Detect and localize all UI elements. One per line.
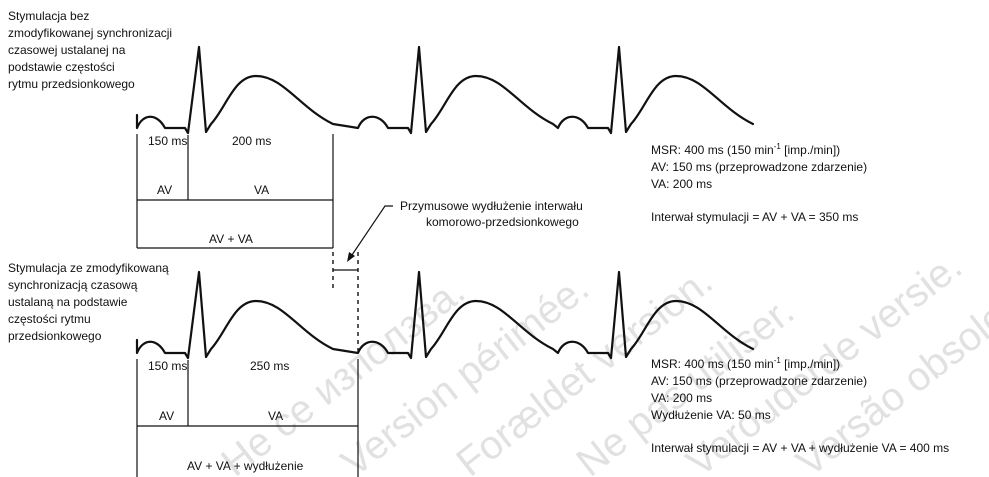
caption-line: rytmu przedsionkowego bbox=[8, 77, 135, 91]
va-line: VA: 200 ms bbox=[651, 391, 712, 405]
bottom-ecg-waveform bbox=[135, 270, 755, 360]
bottom-caption: Stymulacja ze zmodyfikowaną synchronizac… bbox=[8, 261, 169, 343]
av-line: AV: 150 ms (przeprowadzone zdarzenie) bbox=[651, 160, 867, 174]
bottom-parameters: MSR: 400 ms (150 min-1 [imp./min]) AV: 1… bbox=[651, 356, 949, 455]
top-caption: Stymulacja bez zmodyfikowanej synchroniz… bbox=[8, 9, 172, 91]
top-timing-bracket bbox=[136, 134, 334, 249]
interval-line: Interwał stymulacji = AV + VA + wydłużen… bbox=[651, 441, 949, 455]
top-ecg-waveform bbox=[135, 45, 755, 135]
top-av-label: AV bbox=[157, 183, 172, 197]
msr-line: MSR: 400 ms (150 min-1 [imp./min]) bbox=[651, 142, 840, 157]
caption-line: zmodyfikowanej synchronizacji bbox=[8, 26, 172, 40]
bottom-va-label: VA bbox=[268, 409, 283, 423]
callout-line: Przymusowe wydłużenie interwału bbox=[400, 199, 583, 213]
caption-line: podstawie częstości bbox=[8, 60, 115, 74]
va-extension-callout: Przymusowe wydłużenie interwału komorowo… bbox=[347, 199, 583, 262]
bottom-av-label: AV bbox=[159, 409, 174, 423]
top-va-duration-label: 200 ms bbox=[232, 134, 271, 148]
av-line: AV: 150 ms (przeprowadzone zdarzenie) bbox=[651, 374, 867, 388]
callout-line: komorowo-przedsionkowego bbox=[426, 215, 579, 229]
caption-line: czasowej ustalanej na bbox=[8, 43, 126, 57]
caption-line: częstości rytmu bbox=[8, 312, 91, 326]
interval-line: Interwał stymulacji = AV + VA = 350 ms bbox=[651, 210, 858, 224]
top-av-duration-label: 150 ms bbox=[148, 134, 187, 148]
watermark: Не се използва. Version périmée. Forælde… bbox=[213, 244, 989, 477]
caption-line: ustalaną na podstawie bbox=[8, 295, 128, 309]
arrowhead-icon bbox=[347, 252, 355, 262]
extension-line: Wydłużenie VA: 50 ms bbox=[651, 408, 771, 422]
top-va-label: VA bbox=[254, 183, 269, 197]
caption-line: synchronizacją czasową bbox=[8, 278, 138, 292]
bottom-timing-bracket bbox=[136, 359, 359, 477]
bottom-va-duration-label: 250 ms bbox=[250, 359, 289, 373]
caption-line: Stymulacja bez bbox=[8, 9, 89, 23]
caption-line: przedsionkowego bbox=[8, 329, 102, 343]
caption-line: Stymulacja ze zmodyfikowaną bbox=[8, 261, 169, 275]
bottom-av-duration-label: 150 ms bbox=[148, 359, 187, 373]
top-sum-label: AV + VA bbox=[209, 232, 253, 246]
msr-line: MSR: 400 ms (150 min-1 [imp./min]) bbox=[651, 356, 840, 371]
top-parameters: MSR: 400 ms (150 min-1 [imp./min]) AV: 1… bbox=[651, 142, 867, 224]
va-line: VA: 200 ms bbox=[651, 177, 712, 191]
bottom-sum-label: AV + VA + wydłużenie bbox=[187, 459, 304, 473]
va-extension-marker bbox=[332, 252, 359, 355]
